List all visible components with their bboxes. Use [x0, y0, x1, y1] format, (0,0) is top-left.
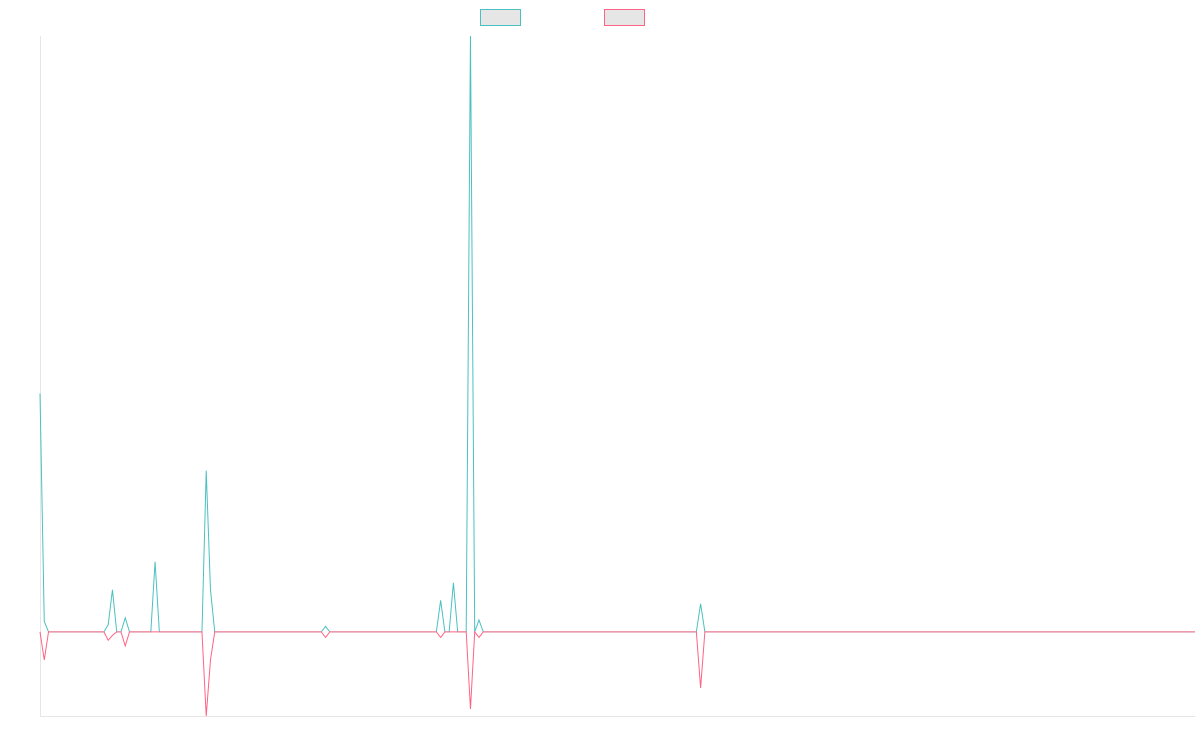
legend — [480, 9, 645, 26]
series-line-2 — [39, 630, 1195, 717]
legend-swatch-1[interactable] — [480, 9, 521, 26]
series-layer — [39, 35, 1195, 717]
series-line-1 — [39, 35, 1195, 633]
legend-swatch-2[interactable] — [604, 9, 645, 26]
